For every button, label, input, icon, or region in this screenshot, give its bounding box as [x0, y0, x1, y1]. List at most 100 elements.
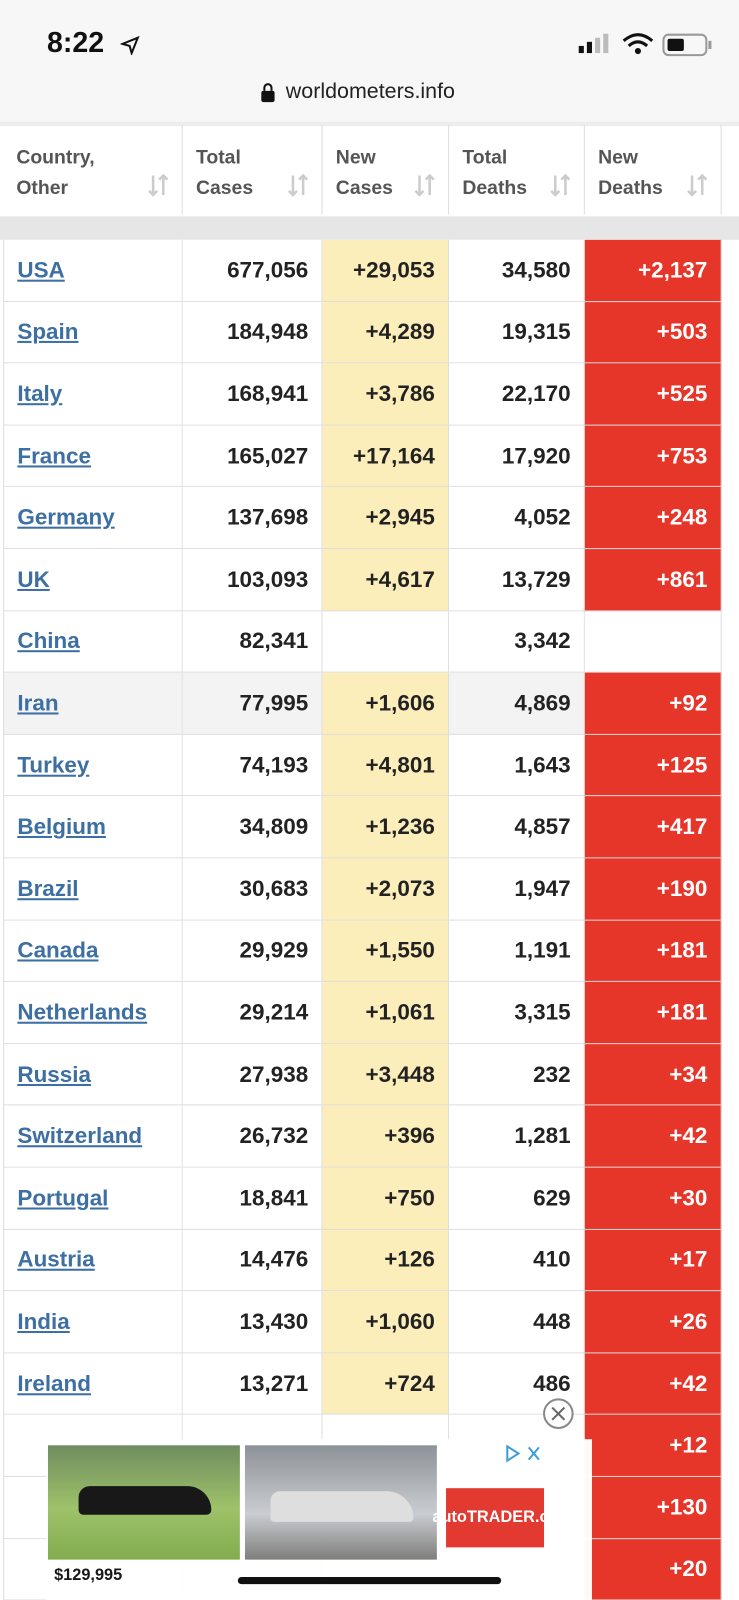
table-cell: +20 — [584, 1538, 722, 1600]
sort-icon[interactable] — [686, 173, 708, 198]
ad-image — [244, 1445, 437, 1560]
table-cell: 448 — [449, 1291, 585, 1354]
table-cell — [584, 610, 722, 673]
world-row — [0, 216, 739, 240]
sort-icon[interactable] — [147, 173, 169, 198]
table-cell: +130 — [584, 1476, 722, 1539]
country-link: France — [3, 425, 183, 488]
header-text: Total — [462, 146, 508, 169]
location-icon — [120, 35, 140, 56]
table-cell: 34,809 — [182, 796, 323, 859]
country-link: Portugal — [3, 1167, 183, 1230]
header-text: Deaths — [462, 177, 528, 200]
table-cell: +17,164 — [322, 425, 450, 488]
header-text: New — [598, 146, 639, 169]
table-cell: +17 — [584, 1229, 722, 1292]
table-cell: +125 — [584, 734, 722, 797]
country-link: Brazil — [3, 858, 183, 921]
table-cell: +42 — [584, 1105, 722, 1168]
table-cell: 13,271 — [182, 1353, 323, 1416]
table-cell: 410 — [449, 1229, 585, 1292]
country-link: India — [3, 1291, 183, 1354]
table-cell: +181 — [584, 982, 722, 1044]
ad-logo: autoTRADER.ca — [432, 1488, 558, 1548]
table-cell: +2,945 — [322, 487, 450, 550]
table-cell: +396 — [322, 1105, 450, 1168]
table-cell: 82,341 — [182, 610, 323, 673]
table-cell: +503 — [584, 301, 722, 364]
table-cell: +126 — [322, 1229, 450, 1292]
table-cell: 22,170 — [449, 363, 585, 426]
table-cell: 184,948 — [182, 301, 323, 364]
country-link: Netherlands — [3, 982, 183, 1044]
table-cell: 77,995 — [182, 672, 323, 735]
country-link: Canada — [3, 920, 183, 983]
table-cell: +181 — [584, 920, 722, 983]
table-cell: +92 — [584, 672, 722, 735]
country-link: Austria — [3, 1229, 183, 1292]
table-cell: +3,786 — [322, 363, 450, 426]
table-cell: 232 — [449, 1043, 585, 1106]
table-cell: +29,053 — [322, 239, 450, 302]
table-cell: 29,214 — [182, 982, 323, 1044]
header-text: Country, — [16, 146, 95, 169]
table-cell: +34 — [584, 1043, 722, 1106]
ad-choices[interactable] — [503, 1443, 544, 1463]
table-cell: +26 — [584, 1291, 722, 1354]
table-cell: 13,430 — [182, 1291, 323, 1354]
country-link: Iran — [3, 672, 183, 735]
table-cell: +1,236 — [322, 796, 450, 859]
table-cell: +4,801 — [322, 734, 450, 797]
header-text: Cases — [335, 177, 393, 200]
header-text: Deaths — [598, 177, 663, 200]
column-header: Total Deaths — [449, 124, 585, 215]
country-link: Belgium — [3, 796, 183, 859]
table-cell: 13,729 — [449, 549, 585, 611]
column-header: New Cases — [323, 124, 450, 215]
sort-icon[interactable] — [287, 173, 309, 198]
table-cell: +4,617 — [322, 549, 450, 611]
table-cell: 165,027 — [182, 425, 323, 488]
table-cell: 1,643 — [449, 734, 585, 797]
table-cell: +3,448 — [322, 1043, 450, 1106]
country-link: Turkey — [3, 734, 183, 797]
table-cell: +190 — [584, 858, 722, 921]
table-cell: 17,920 — [449, 425, 585, 488]
country-link: USA — [3, 239, 183, 302]
table-cell: +525 — [584, 363, 722, 426]
header-text: Cases — [195, 177, 254, 200]
country-link: Switzerland — [3, 1105, 183, 1168]
table-cell: +750 — [322, 1167, 450, 1230]
table-cell: +417 — [584, 796, 722, 859]
table-cell: 14,476 — [182, 1229, 323, 1292]
table-cell: 3,342 — [449, 610, 585, 673]
table-cell: 18,841 — [182, 1167, 323, 1230]
table-cell: +861 — [584, 549, 722, 611]
ad-close[interactable] — [541, 1396, 576, 1431]
ad-price: $129,995 — [54, 1566, 123, 1585]
table-cell: 677,056 — [182, 239, 323, 302]
lock-icon — [261, 83, 275, 103]
column-header: New Deaths — [585, 124, 722, 215]
url[interactable]: worldometers.info — [285, 79, 455, 104]
country-link: Germany — [3, 487, 183, 550]
sort-icon[interactable] — [549, 173, 571, 198]
table-cell — [322, 610, 450, 673]
table-cell: 26,732 — [182, 1105, 323, 1168]
ad-image — [47, 1445, 240, 1560]
table-cell: 137,698 — [182, 487, 323, 550]
country-link: Spain — [3, 301, 183, 364]
ad-banner[interactable]: $129,995 autoTRADER.ca — [45, 1439, 593, 1600]
table-cell: 34,580 — [449, 239, 585, 302]
table-cell: 30,683 — [182, 858, 323, 921]
table-cell: +2,137 — [584, 239, 722, 302]
table-cell: +1,060 — [322, 1291, 450, 1354]
country-link: Italy — [3, 363, 183, 426]
country-link: Russia — [3, 1043, 183, 1106]
table-cell: +753 — [584, 425, 722, 488]
country-link: UK — [3, 549, 183, 611]
table-header — [0, 124, 739, 221]
sort-icon[interactable] — [413, 173, 435, 198]
home-indicator — [237, 1576, 502, 1585]
